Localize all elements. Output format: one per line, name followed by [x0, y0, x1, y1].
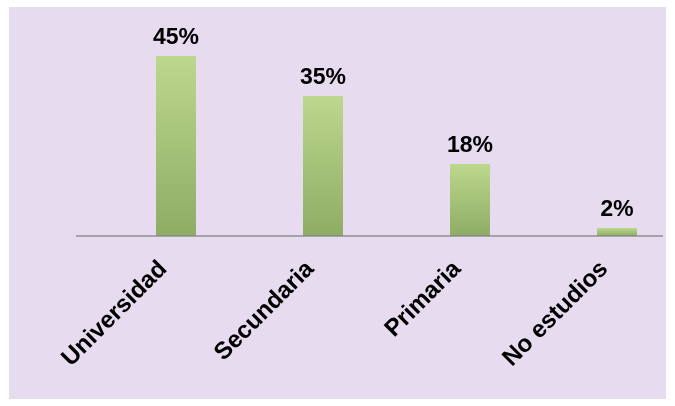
data-label: 18%	[447, 131, 493, 157]
category-label: Universidad	[56, 255, 172, 371]
data-label: 2%	[600, 195, 633, 221]
category-label: Secundaria	[209, 255, 320, 366]
category-labels-group: Universidad Secundaria Primaria No estudios	[56, 255, 613, 372]
category-label: Primaria	[379, 255, 466, 342]
category-label: No estudios	[497, 255, 613, 371]
bar-secundaria	[303, 96, 343, 236]
bar-universidad	[156, 56, 196, 236]
data-label: 35%	[300, 63, 346, 89]
bars-group	[156, 56, 637, 236]
bar-no-estudios	[597, 228, 637, 236]
data-labels-group: 45% 35% 18% 2%	[153, 23, 634, 221]
data-label: 45%	[153, 23, 199, 49]
bar-primaria	[450, 164, 490, 236]
